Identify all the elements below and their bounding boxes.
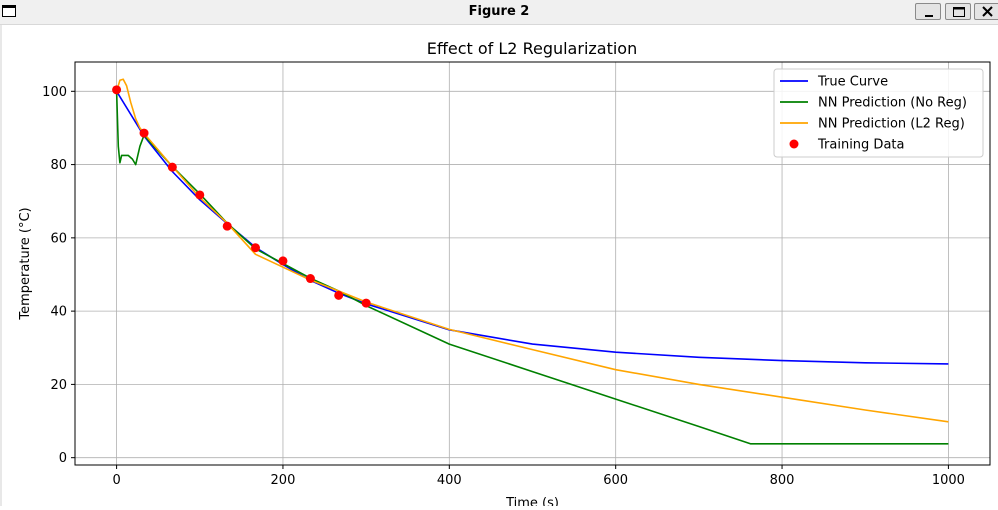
data-point-training-data [251,243,261,253]
x-tick-label: 1000 [932,473,965,488]
x-tick-label: 800 [770,473,795,488]
legend-swatch-training-data [789,139,799,149]
chart-title: Effect of L2 Regularization [427,39,637,58]
minimize-button[interactable] [915,3,941,20]
axis-ticks: 0 200 400 600 800 1000 0 20 40 60 80 100 [42,85,965,488]
data-point-training-data [112,85,122,95]
maximize-icon [953,7,965,17]
window-app-icon [2,5,16,17]
data-point-training-data [305,274,315,284]
legend-box [773,68,984,158]
legend: True Curve NN Prediction (No Reg) NN Predi… [773,68,984,158]
y-tick-label: 60 [50,231,67,246]
series-line-nn-prediction-l2-reg [115,78,949,423]
y-tick-label: 20 [50,378,67,393]
series-line-nn-prediction-no-reg [115,91,949,445]
data-point-training-data [278,256,288,266]
series-layer [112,78,949,445]
y-axis-label: Temperature (°C) [18,207,33,320]
legend-label-nn-prediction-l2-reg: NN Prediction (L2 Reg) [818,117,965,132]
legend-label-true-curve: True Curve [817,75,888,90]
window-titlebar: Figure 2 [0,0,998,25]
data-point-training-data [167,162,177,172]
x-tick-label: 200 [271,473,296,488]
x-axis-label: Time (s) [505,496,559,506]
y-tick-label: 40 [50,305,67,320]
axes-frame [74,61,991,466]
data-point-training-data [334,290,344,300]
close-button[interactable] [974,3,998,20]
y-tick-label: 0 [59,451,67,466]
x-tick-label: 400 [437,473,462,488]
chart-svg: Effect of L2 Regularization 0 200 400 600 80… [18,39,991,510]
legend-label-training-data: Training Data [817,138,904,153]
data-point-training-data [361,298,371,308]
legend-label-nn-prediction-no-reg: NN Prediction (No Reg) [818,96,967,111]
minimize-icon [925,15,933,17]
x-tick-label: 600 [603,473,628,488]
window-title: Figure 2 [468,4,530,19]
x-tick-label: 0 [112,473,120,488]
data-point-training-data [195,190,205,200]
data-point-training-data [222,221,232,231]
y-tick-label: 80 [50,158,67,173]
data-point-training-data [139,128,149,138]
close-icon [982,6,993,17]
figure-canvas: Effect of L2 Regularization 0 200 400 600 80… [0,25,998,510]
y-tick-label: 100 [42,85,67,100]
maximize-button[interactable] [945,3,971,20]
